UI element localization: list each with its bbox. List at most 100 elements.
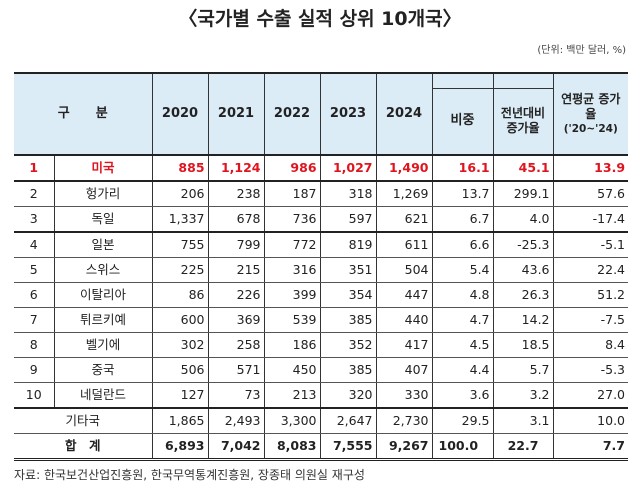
cagr-cell: 22.4	[552, 257, 629, 283]
value-cell: 215	[207, 257, 265, 283]
share-cell: 29.5	[431, 408, 494, 434]
yoy-cell: 22.7	[492, 433, 554, 461]
table-row: 4 일본 755 799 772 819 611 6.6 -25.3 -5.1	[14, 232, 629, 258]
cagr-cell: 27.0	[552, 382, 629, 409]
cagr-cell: 51.2	[552, 282, 629, 308]
cagr-cell: 8.4	[552, 332, 629, 358]
share-cell: 100.0	[431, 433, 494, 461]
country-cell: 헝가리	[53, 181, 153, 207]
value-cell: 447	[375, 282, 433, 308]
source-note: 자료: 한국보건산업진흥원, 한국무역통계진흥원, 장종태 의원실 재구성	[14, 468, 365, 482]
value-cell: 571	[207, 357, 265, 383]
country-cell: 미국	[53, 155, 153, 182]
table-row: 9 중국 506 571 450 385 407 4.4 5.7 -5.3	[14, 357, 629, 383]
value-cell: 1,865	[151, 408, 209, 434]
value-cell: 352	[319, 332, 377, 358]
cagr-cell: 57.6	[552, 181, 629, 207]
value-cell: 385	[319, 357, 377, 383]
value-cell: 1,490	[375, 155, 433, 182]
country-cell: 튀르키예	[53, 307, 153, 333]
header-year: 2023	[319, 72, 377, 156]
value-cell: 417	[375, 332, 433, 358]
header-year: 2021	[207, 72, 265, 156]
value-cell: 225	[151, 257, 209, 283]
value-cell: 369	[207, 307, 265, 333]
value-cell: 226	[207, 282, 265, 308]
value-cell: 678	[207, 206, 265, 233]
value-cell: 736	[263, 206, 321, 233]
value-cell: 772	[263, 232, 321, 258]
value-cell: 385	[319, 307, 377, 333]
value-cell: 407	[375, 357, 433, 383]
yoy-cell: 45.1	[492, 155, 554, 182]
value-cell: 8,083	[263, 433, 321, 461]
header-yoy: 전년대비 증가율	[492, 72, 554, 156]
header-cagr-period: ('20~'24)	[563, 123, 618, 135]
table-row: 6 이탈리아 86 226 399 354 447 4.8 26.3 51.2	[14, 282, 629, 308]
table-row: 7 튀르키예 600 369 539 385 440 4.7 14.2 -7.5	[14, 307, 629, 333]
header-category: 구 분	[14, 72, 153, 156]
value-cell: 2,493	[207, 408, 265, 434]
value-cell: 9,267	[375, 433, 433, 461]
value-cell: 213	[263, 382, 321, 409]
value-cell: 1,269	[375, 181, 433, 207]
share-cell: 4.7	[431, 307, 494, 333]
value-cell: 621	[375, 206, 433, 233]
header-cagr: 연평균 증가율 ('20~'24)	[552, 72, 629, 156]
yoy-cell: 26.3	[492, 282, 554, 308]
value-cell: 6,893	[151, 433, 209, 461]
value-cell: 351	[319, 257, 377, 283]
total-label: 합 계	[14, 433, 153, 461]
country-cell: 중국	[53, 357, 153, 383]
value-cell: 7,555	[319, 433, 377, 461]
rank-cell: 10	[14, 382, 55, 409]
cagr-cell: -5.3	[552, 357, 629, 383]
value-cell: 1,337	[151, 206, 209, 233]
rank-cell: 5	[14, 257, 55, 283]
share-cell: 4.4	[431, 357, 494, 383]
header-row: 구 분 2020 2021 2022 2023 2024 비중 전년대비 증가율…	[14, 72, 629, 156]
share-cell: 4.8	[431, 282, 494, 308]
value-cell: 1,027	[319, 155, 377, 182]
share-cell: 6.6	[431, 232, 494, 258]
cagr-cell: -7.5	[552, 307, 629, 333]
value-cell: 885	[151, 155, 209, 182]
yoy-cell: 3.1	[492, 408, 554, 434]
value-cell: 330	[375, 382, 433, 409]
yoy-cell: 43.6	[492, 257, 554, 283]
table-row: 3 독일 1,337 678 736 597 621 6.7 4.0 -17.4	[14, 206, 629, 233]
value-cell: 86	[151, 282, 209, 308]
yoy-cell: 299.1	[492, 181, 554, 207]
share-cell: 5.4	[431, 257, 494, 283]
value-cell: 3,300	[263, 408, 321, 434]
value-cell: 1,124	[207, 155, 265, 182]
value-cell: 399	[263, 282, 321, 308]
country-cell: 벨기에	[53, 332, 153, 358]
country-cell: 일본	[53, 232, 153, 258]
country-cell: 독일	[53, 206, 153, 233]
unit-note: (단위: 백만 달러, %)	[537, 45, 626, 56]
yoy-cell: 18.5	[492, 332, 554, 358]
header-cagr-label: 연평균 증가율	[561, 92, 621, 121]
share-cell: 16.1	[431, 155, 494, 182]
value-cell: 258	[207, 332, 265, 358]
value-cell: 506	[151, 357, 209, 383]
cagr-cell: -5.1	[552, 232, 629, 258]
rank-cell: 1	[14, 155, 55, 182]
country-cell: 네덜란드	[53, 382, 153, 409]
value-cell: 320	[319, 382, 377, 409]
rank-cell: 8	[14, 332, 55, 358]
yoy-cell: 4.0	[492, 206, 554, 233]
value-cell: 799	[207, 232, 265, 258]
yoy-cell: 5.7	[492, 357, 554, 383]
rank-cell: 7	[14, 307, 55, 333]
value-cell: 2,647	[319, 408, 377, 434]
value-cell: 354	[319, 282, 377, 308]
value-cell: 187	[263, 181, 321, 207]
export-table: 구 분 2020 2021 2022 2023 2024 비중 전년대비 증가율…	[14, 72, 629, 461]
value-cell: 819	[319, 232, 377, 258]
table-row: 8 벨기에 302 258 186 352 417 4.5 18.5 8.4	[14, 332, 629, 358]
rank-cell: 4	[14, 232, 55, 258]
value-cell: 186	[263, 332, 321, 358]
header-year: 2022	[263, 72, 321, 156]
